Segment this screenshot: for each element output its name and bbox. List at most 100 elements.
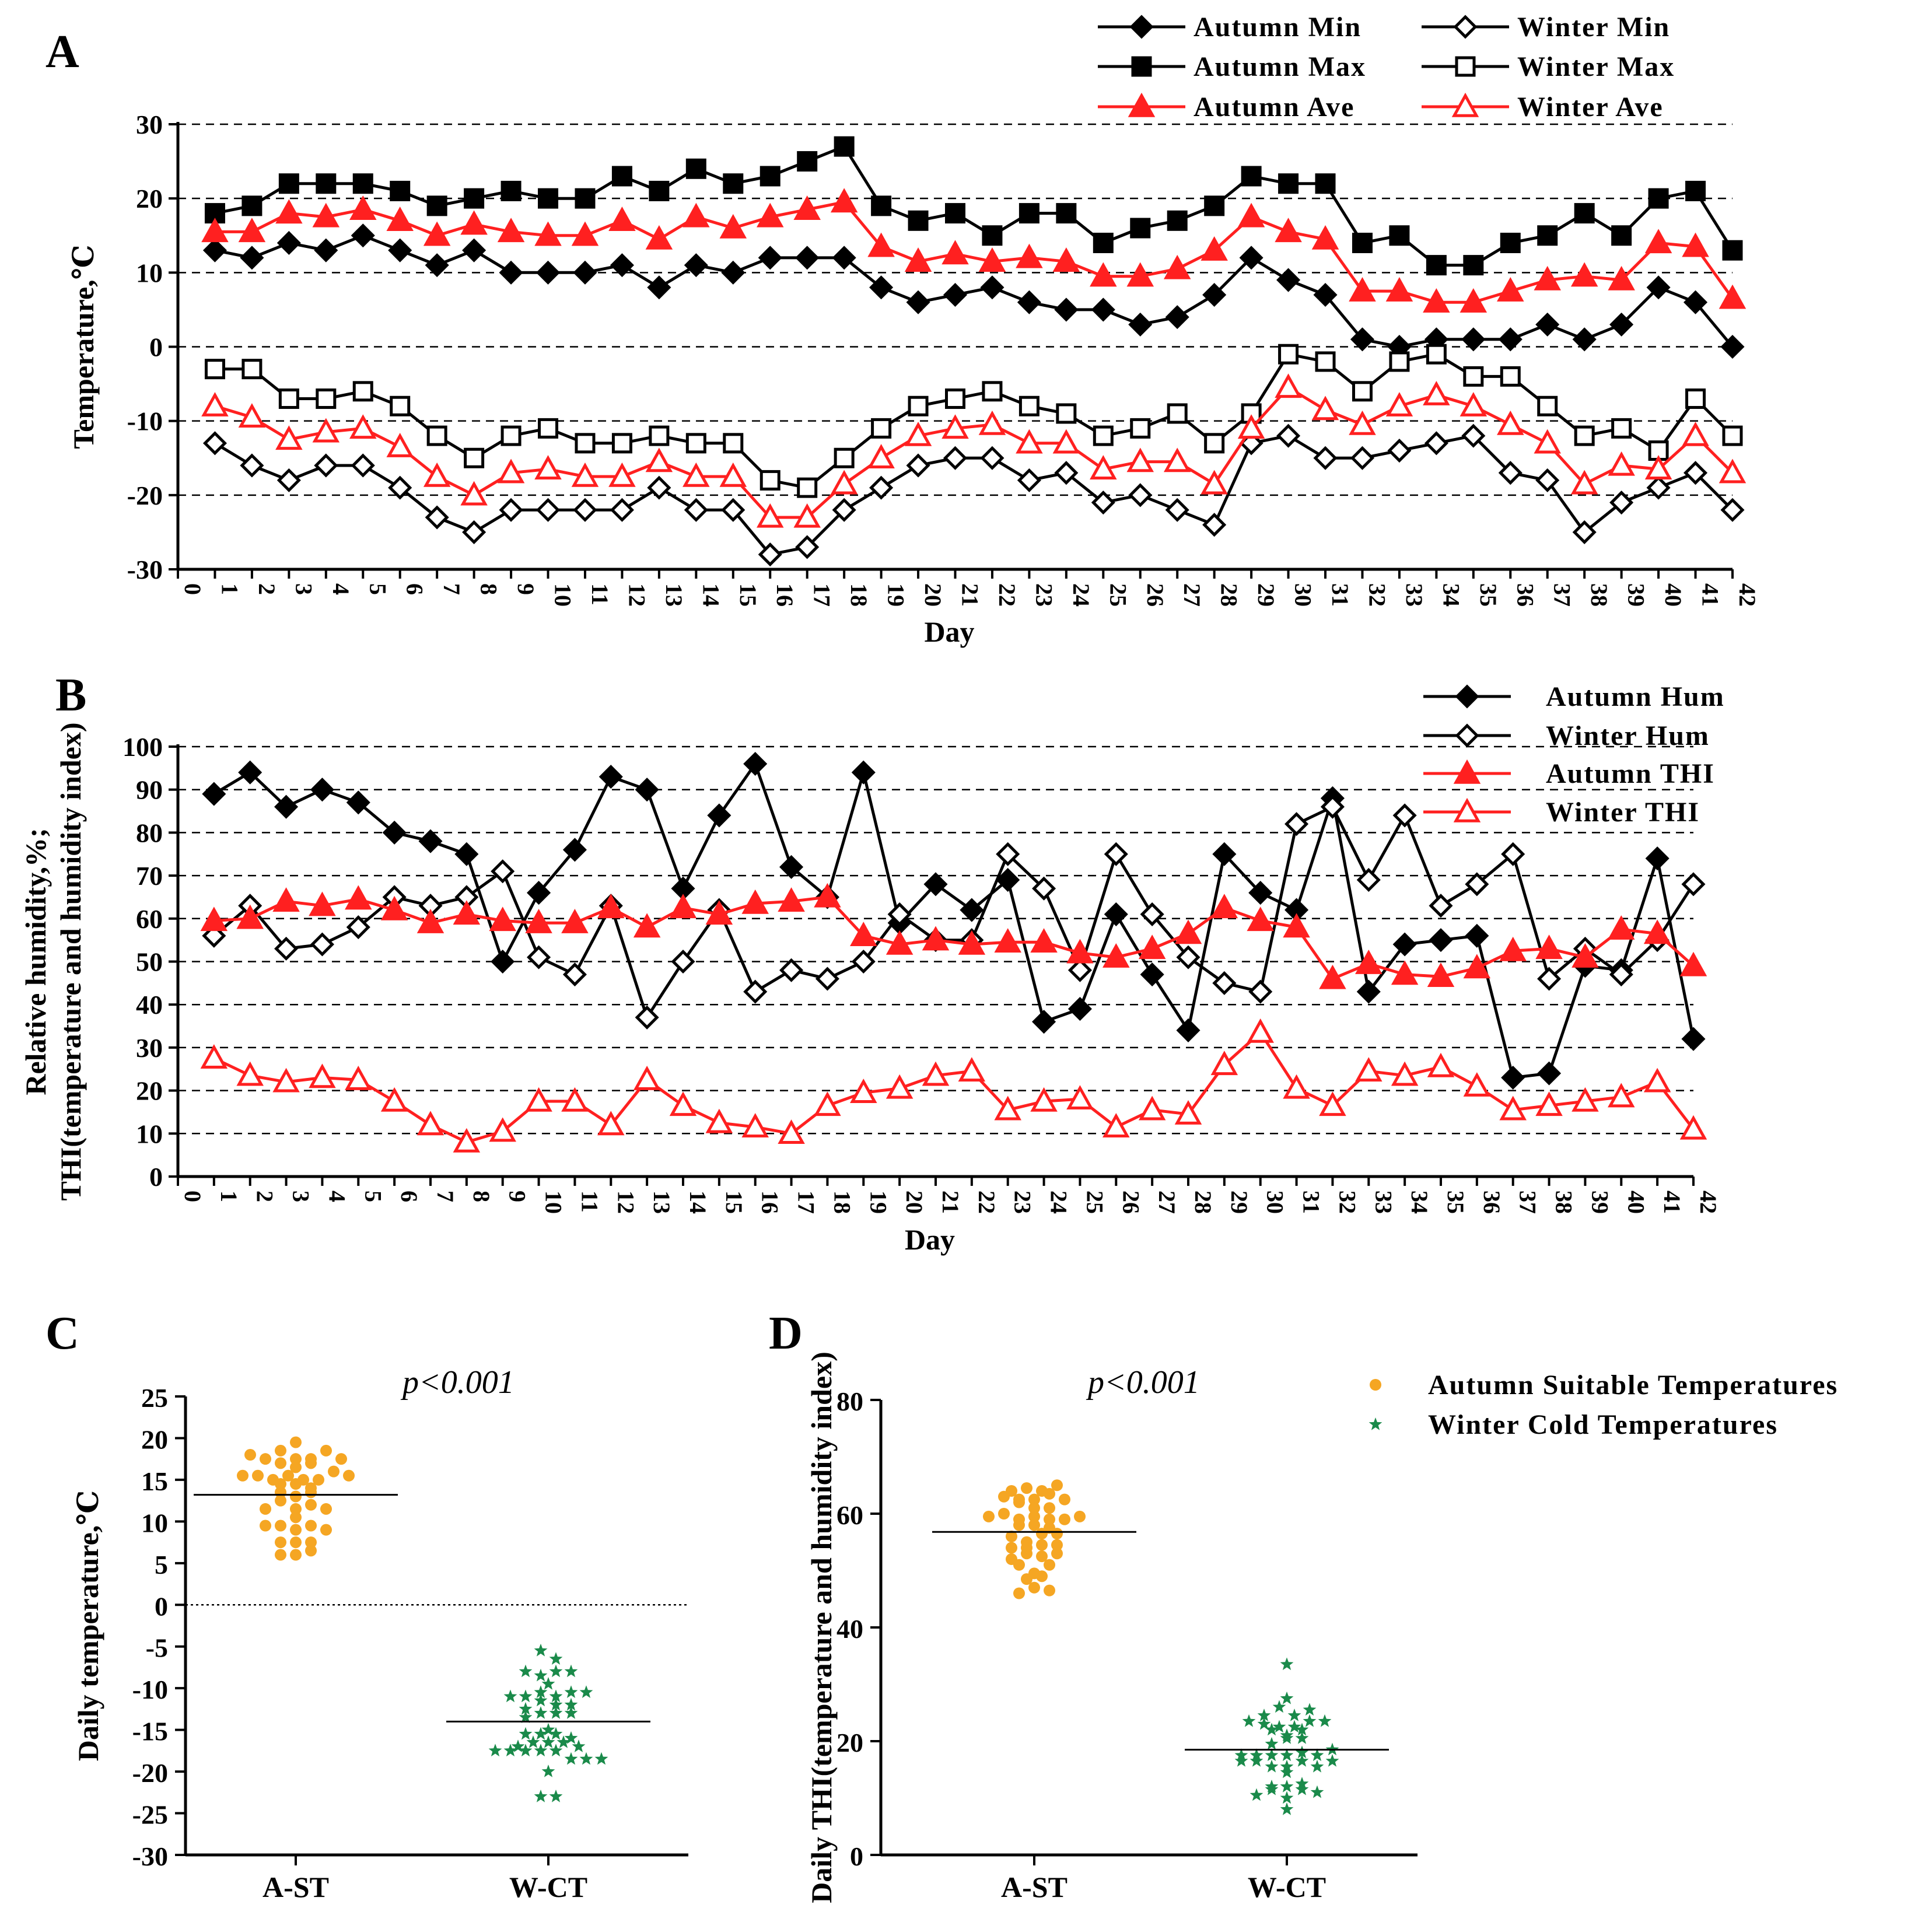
data-point [1241,166,1262,187]
data-point [1174,919,1202,944]
x-tick-label: 38 [1586,583,1612,607]
x-tick-label: 40 [1623,1191,1649,1214]
x-tick-label: 12 [624,583,650,607]
data-point [1202,282,1227,307]
data-point [869,475,894,500]
data-point [633,913,661,938]
series-winter-thi [200,1018,1707,1153]
data-point [346,790,370,815]
data-point [425,505,449,530]
data-point [453,1128,481,1153]
data-point [349,414,377,439]
data-point [534,455,562,480]
data-point [1138,1095,1166,1121]
data-point [200,906,228,932]
data-point [275,1520,286,1532]
data-point [204,359,225,380]
data-point [534,1643,548,1657]
x-tick-label: 18 [829,1191,855,1214]
data-point [682,202,710,227]
data-point [1140,902,1164,926]
data-point [1128,312,1153,337]
data-point [1130,218,1151,239]
data-point [278,388,299,409]
data-point [201,218,229,243]
data-point [240,246,264,270]
group-a-st [932,1479,1136,1599]
data-point [1303,1714,1317,1727]
data-point [275,1444,286,1457]
data-point [1021,1482,1032,1494]
data-point [871,195,892,216]
legend-label: Winter Ave [1517,92,1664,122]
data-point [1163,254,1191,279]
data-point [778,1119,805,1144]
data-point [1643,1067,1671,1093]
data-point [278,173,299,194]
data-point [351,223,375,248]
y-tick-label: 20 [136,184,163,213]
data-point [305,1499,317,1511]
x-tick-label: 19 [865,1191,891,1214]
data-point [573,498,597,522]
x-tick-label: 7 [439,583,465,595]
data-point [1280,1802,1294,1815]
data-point [527,945,551,969]
data-point [1204,195,1225,216]
data-point [1128,483,1153,507]
data-point [779,958,804,982]
legend-marker [1129,15,1154,39]
data-point [797,151,818,172]
x-tick-label: 37 [1549,583,1576,607]
data-point [942,414,969,439]
data-point [1537,395,1558,416]
y-axis-label: Daily temperature,℃ [72,1490,104,1761]
data-point [489,1117,516,1142]
data-point [1093,425,1114,446]
data-point [647,275,671,300]
data-point [1234,1754,1248,1767]
legend-label: Winter Hum [1546,720,1710,751]
data-point [1280,1780,1294,1793]
x-tick-label: 13 [649,1191,675,1214]
data-point [1265,1748,1279,1762]
legend: Autumn Hum Winter Hum Autumn THI Winter THI [1423,681,1724,828]
data-point [1310,1748,1324,1762]
data-point [723,433,744,454]
x-tick-label: 1 [216,583,243,595]
x-tick-label: 16 [757,1191,783,1214]
y-axis-label: Relative humidity,%; [19,828,52,1095]
data-point [721,498,746,522]
data-point [1126,447,1154,472]
x-tick-label: 14 [685,1191,711,1214]
data-point [1090,455,1117,480]
data-point [1059,1513,1070,1525]
data-point [1052,247,1080,272]
data-point [352,173,373,194]
data-point [1319,1091,1346,1116]
data-point [610,498,634,522]
data-point [832,246,856,270]
data-point [305,1453,317,1465]
series-line [214,386,1734,519]
data-point [887,902,912,926]
data-point [608,206,636,232]
data-point [541,1735,555,1748]
legend-label: Winter THI [1546,797,1700,828]
y-tick-label: 5 [155,1550,168,1580]
data-point [1165,305,1189,330]
x-axis-label: Day [924,615,974,648]
data-point [597,1111,625,1136]
data-point [684,253,708,278]
data-point [795,246,820,270]
x-tick-label: 32 [1334,1191,1360,1214]
data-point [1257,1709,1271,1721]
data-point [1295,1745,1309,1759]
data-point [867,232,895,257]
data-point [290,1490,302,1503]
data-point [534,1693,548,1707]
data-point [1104,902,1128,926]
